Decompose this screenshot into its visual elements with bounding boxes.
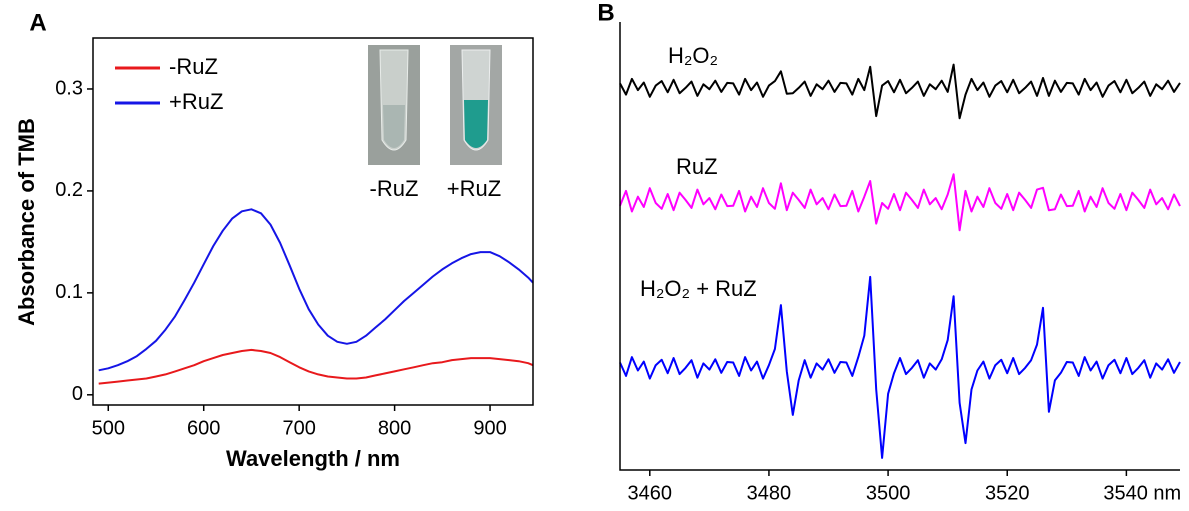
legend-label: +RuZ [169,89,223,114]
legend-label: -RuZ [169,54,218,79]
panel-label: B [597,0,614,26]
y-tick-label: 0.2 [55,179,83,201]
x-tick-label: 3480 [747,482,792,504]
x-tick-label: 3460 [628,482,673,504]
inset-label: -RuZ [370,176,419,201]
axis-frame [619,22,1180,471]
inset-photo [368,45,502,165]
x-tick-label: 900 [473,417,506,439]
series-line [619,63,1181,120]
x-axis-title: Wavelength / nm [226,446,400,471]
series-label: H₂O₂ + RuZ [640,276,757,301]
series-label: RuZ [676,154,718,179]
x-tick-label: 3540 nm [1103,482,1181,504]
series-line [98,208,534,372]
x-tick-label: 500 [92,417,125,439]
x-tick-label: 700 [282,417,315,439]
series-line [619,173,1181,232]
inset-label: +RuZ [447,176,501,201]
x-tick-label: 3520 [985,482,1030,504]
plot-frame [92,37,534,406]
y-tick-label: 0.3 [55,77,83,99]
panel-label: A [29,9,46,36]
y-axis-title: Absorbance of TMB [14,118,39,326]
x-tick-label: 3500 [866,482,911,504]
series-label: H₂O₂ [668,43,718,68]
x-tick-label: 600 [187,417,220,439]
series-line [619,275,1181,459]
y-tick-label: 0 [72,383,83,405]
x-tick-label: 800 [378,417,411,439]
series-line [98,348,534,385]
y-tick-label: 0.1 [55,281,83,303]
